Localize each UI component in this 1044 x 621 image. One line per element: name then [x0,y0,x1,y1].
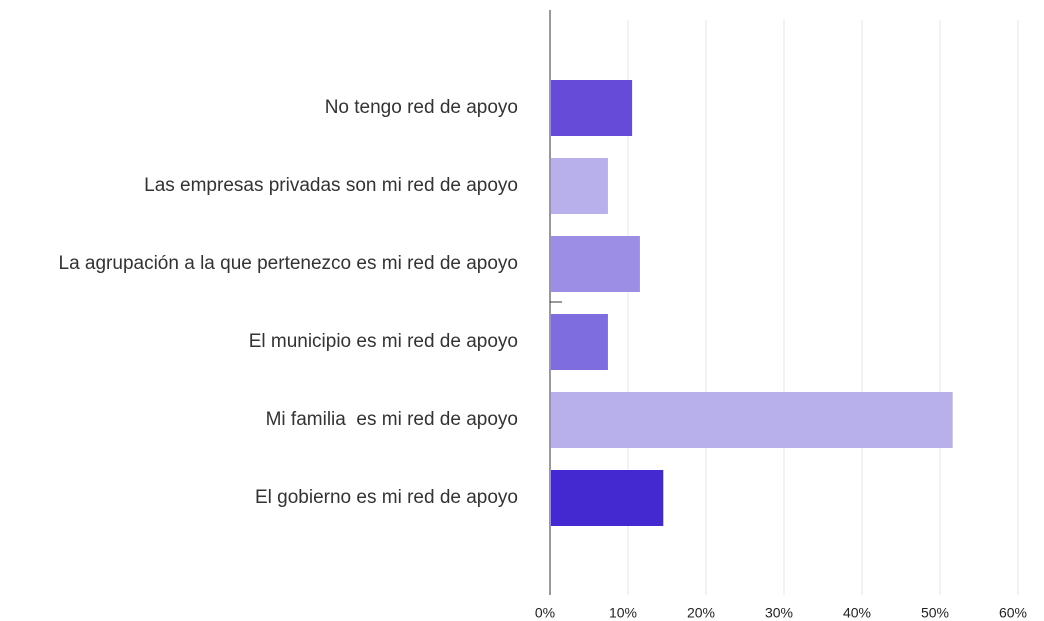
x-tick-label: 40% [843,605,871,621]
bar [551,80,633,136]
x-tick-label: 30% [765,605,793,621]
x-tick-label: 0% [535,605,555,621]
x-tick-label: 50% [921,605,949,621]
bar [551,314,608,370]
category-label: Mi familia es mi red de apoyo [265,409,518,430]
bar [551,158,608,214]
category-label: Las empresas privadas son mi red de apoy… [144,175,518,196]
x-tick-label: 10% [609,605,637,621]
x-tick-label: 20% [687,605,715,621]
category-label: No tengo red de apoyo [324,97,518,118]
bar [551,392,953,448]
bar [551,236,640,292]
x-tick-label: 60% [999,605,1027,621]
category-label: El municipio es mi red de apoyo [248,331,518,352]
category-label: La agrupación a la que pertenezco es mi … [58,253,518,274]
category-label: El gobierno es mi red de apoyo [255,487,518,508]
bar [551,470,664,526]
